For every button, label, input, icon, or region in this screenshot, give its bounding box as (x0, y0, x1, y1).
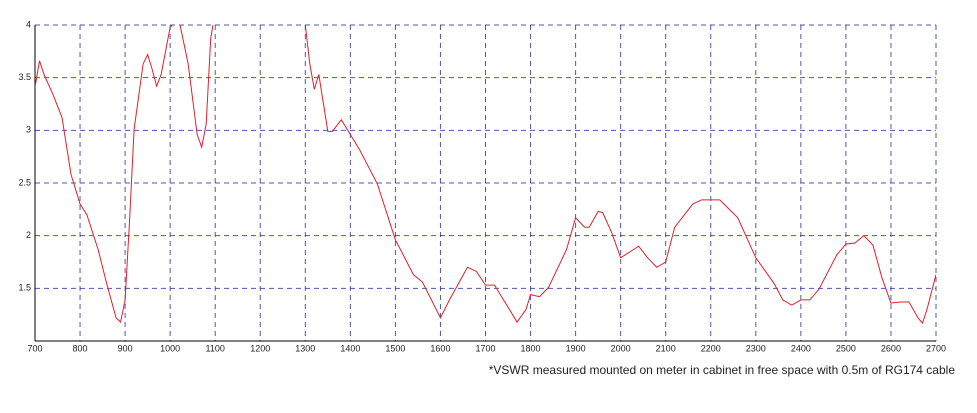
x-tick-label: 2400 (791, 343, 811, 353)
y-tick-label: 2.5 (18, 177, 31, 187)
x-tick-label: 900 (118, 343, 133, 353)
x-tick-label: 1000 (160, 343, 180, 353)
x-tick-label: 1700 (475, 343, 495, 353)
x-tick-label: 2300 (746, 343, 766, 353)
x-tick-label: 2100 (656, 343, 676, 353)
data-line (35, 25, 936, 325)
x-tick-label: 1600 (430, 343, 450, 353)
y-tick-label: 4 (26, 19, 31, 29)
x-tick-label: 1200 (250, 343, 270, 353)
y-tick-label: 2 (26, 230, 31, 240)
x-tick-label: 1500 (385, 343, 405, 353)
y-tick-label: 3.5 (18, 72, 31, 82)
x-tick-label: 2200 (701, 343, 721, 353)
x-tick-label: 800 (73, 343, 88, 353)
x-tick-label: 1400 (340, 343, 360, 353)
x-tick-label: 2000 (611, 343, 631, 353)
x-tick-label: 1800 (521, 343, 541, 353)
x-tick-label: 1300 (295, 343, 315, 353)
footnote: *VSWR measured mounted on meter in cabin… (489, 363, 956, 377)
x-tick-label: 1900 (566, 343, 586, 353)
x-tick-label: 2600 (881, 343, 901, 353)
x-tick-label: 2700 (926, 343, 946, 353)
y-tick-label: 1.5 (18, 283, 31, 293)
x-tick-label: 2500 (836, 343, 856, 353)
x-tick-label: 700 (27, 343, 42, 353)
y-tick-label: 3 (26, 125, 31, 135)
x-tick-label: 1100 (206, 343, 225, 353)
